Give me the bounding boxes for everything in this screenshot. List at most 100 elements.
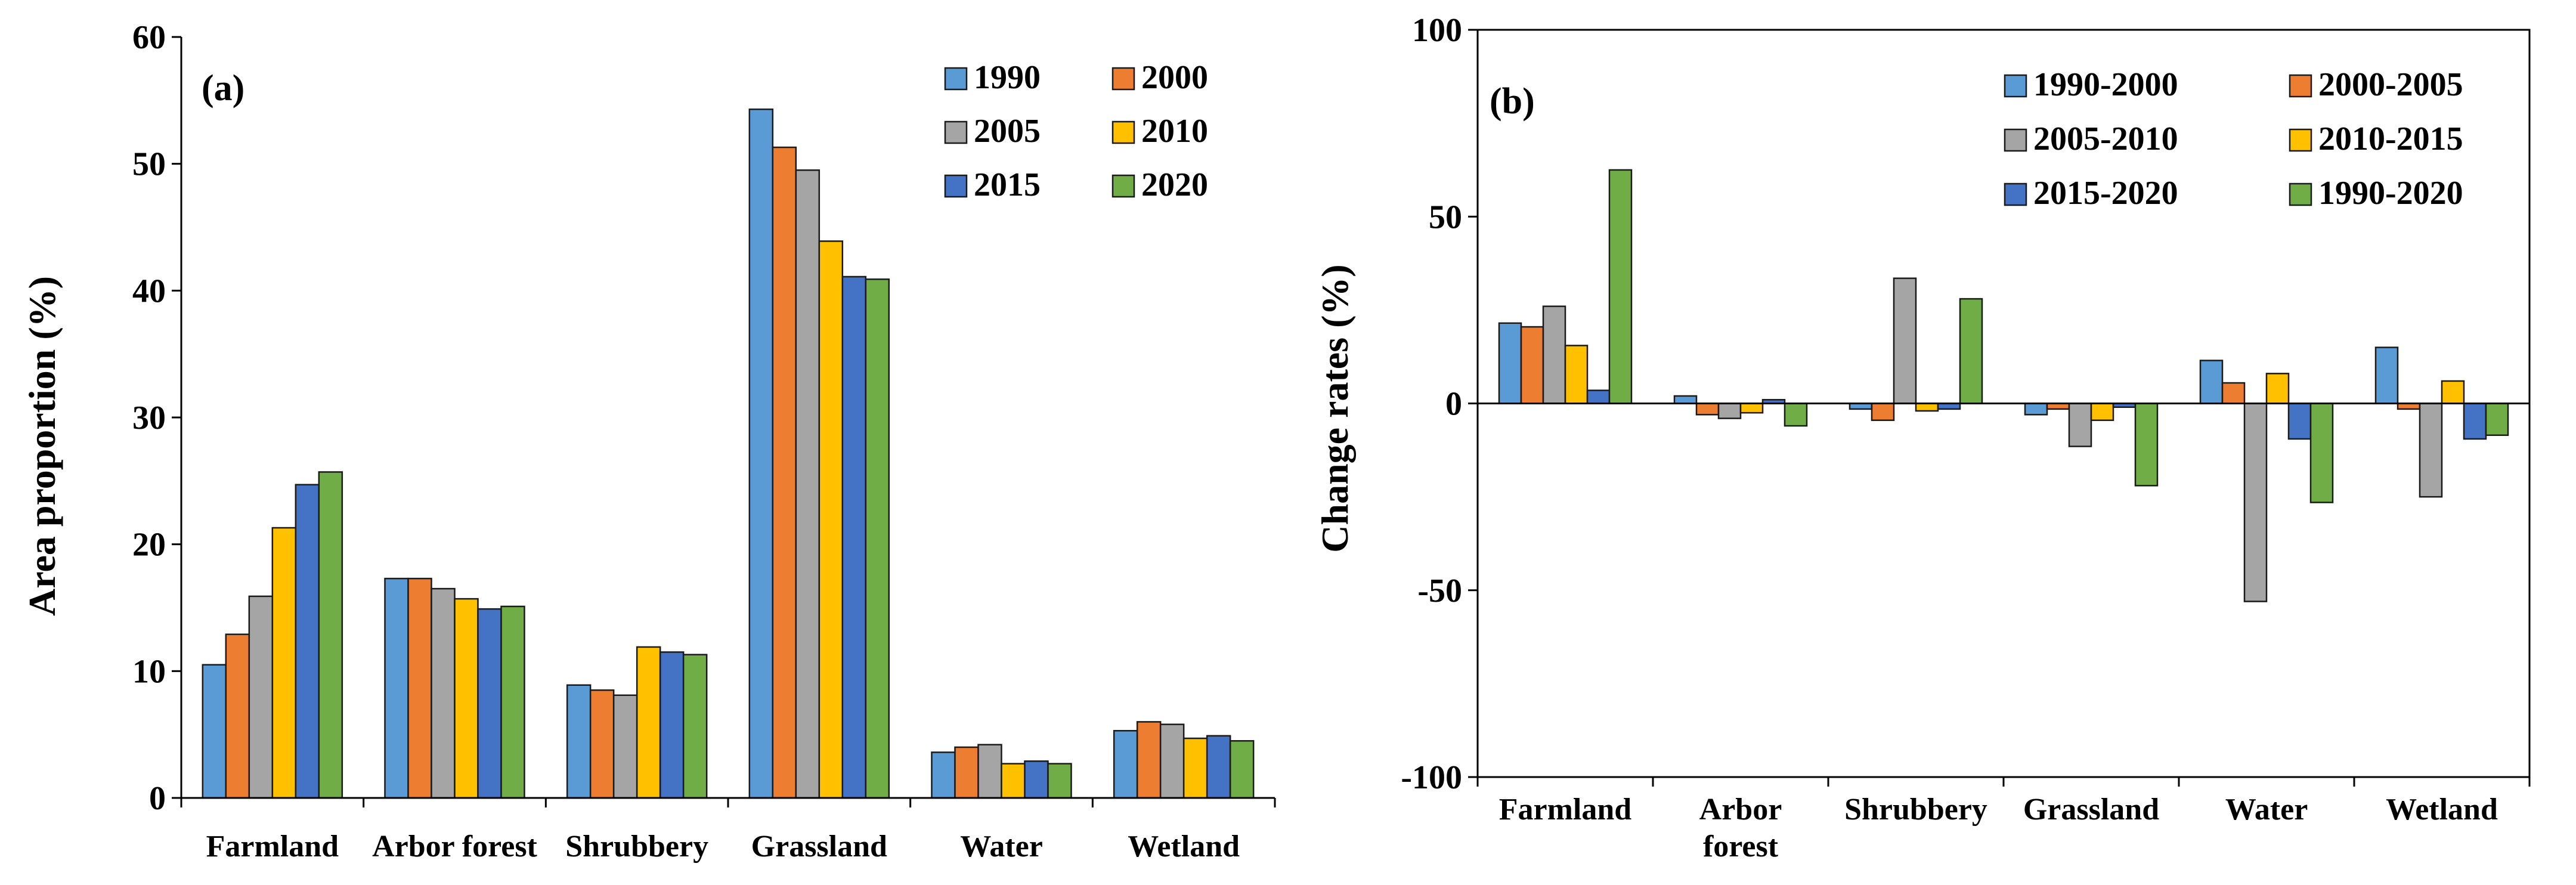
bar-2020-water — [1047, 763, 1072, 799]
bar-2020-arbor-forest — [500, 605, 525, 799]
panel-b-label: (b) — [1490, 81, 1535, 122]
bar-2000-2005-arbor-forest — [1695, 403, 1720, 416]
bar-2015-grassland — [841, 276, 867, 799]
bar-1990-2020-arbor-forest — [1784, 403, 1808, 427]
bar-2010-water — [1001, 763, 1026, 799]
bar-2000-2005-water — [2221, 382, 2246, 404]
bar-1990-2000-wetland — [2374, 346, 2399, 404]
bar-2000-farmland — [225, 633, 250, 799]
x-category-label: Arbor forest — [372, 830, 537, 864]
panel-b-y-ticks: -100 -50 0 50 100 — [1401, 12, 1478, 796]
bar-2015-farmland — [295, 484, 320, 799]
panel-a-legend: 1990 2000 2005 2010 2015 2020 — [944, 59, 1208, 203]
y-tick-label: 60 — [132, 19, 166, 56]
legend-swatch-2000-2005 — [2289, 74, 2312, 98]
bar-1990-wetland — [1113, 730, 1138, 799]
legend-label-2000-2005: 2000-2005 — [2318, 66, 2463, 103]
bar-2015-2020-farmland — [1586, 389, 1611, 404]
x-category-label: Farmland — [1499, 793, 1632, 827]
legend-swatch-2015 — [944, 174, 968, 198]
bar-1990-2000-water — [2199, 360, 2224, 404]
y-tick-label: 50 — [1429, 199, 1462, 236]
bar-2010-arbor-forest — [454, 598, 479, 799]
legend-label-2005-2010: 2005-2010 — [2033, 120, 2178, 157]
x-category-label: Grassland — [2023, 793, 2159, 827]
legend-label-2000: 2000 — [1141, 59, 1208, 96]
y-tick-label: -50 — [1417, 573, 1462, 609]
bar-2000-wetland — [1136, 721, 1162, 799]
panel-a-categories: Farmland Arbor forest Shrubbery Grassland Wa… — [206, 830, 1240, 864]
bar-2010-grassland — [818, 240, 844, 799]
x-category-label: Shrubbery — [1844, 793, 1987, 827]
x-category-label: Wetland — [1128, 830, 1240, 864]
bar-2005-grassland — [795, 169, 821, 799]
legend-label-1990-2020: 1990-2020 — [2318, 175, 2463, 212]
bar-2010-shrubbery — [636, 646, 661, 799]
panel-a-axes — [180, 37, 1276, 807]
bar-1990-grassland — [748, 108, 774, 799]
legend-label-2010: 2010 — [1141, 113, 1208, 150]
legend-label-2015-2020: 2015-2020 — [2033, 175, 2178, 212]
x-category-label: Arbor forest — [1699, 793, 1782, 864]
panel-b-bars — [1498, 169, 2509, 602]
x-category-label: Water — [2225, 793, 2308, 827]
legend-swatch-2015-2020 — [2004, 182, 2027, 206]
legend-swatch-2005 — [944, 120, 968, 144]
panel-a-label: (a) — [202, 68, 244, 109]
bar-2010-2015-grassland — [2090, 403, 2114, 421]
bar-2015-water — [1024, 760, 1049, 799]
y-tick-label: -100 — [1401, 759, 1462, 796]
bar-1990-2020-shrubbery — [1959, 298, 1983, 404]
y-tick-label: 10 — [132, 653, 166, 690]
legend-swatch-2000 — [1111, 67, 1135, 91]
legend-label-2020: 2020 — [1141, 166, 1208, 203]
legend-swatch-1990-2000 — [2004, 74, 2027, 98]
y-tick-label: 0 — [149, 780, 166, 817]
bar-2000-grassland — [772, 146, 797, 799]
bar-2020-shrubbery — [682, 654, 708, 799]
bar-2005-2010-water — [2243, 403, 2268, 602]
bar-1990-water — [931, 751, 956, 799]
bar-1990-arbor-forest — [384, 577, 409, 799]
bar-2015-2020-wetland — [2463, 403, 2487, 440]
bar-2005-shrubbery — [612, 694, 638, 799]
panel-a-y-axis-label: Area proportion (%) — [21, 276, 63, 616]
legend-swatch-1990 — [944, 67, 968, 91]
bar-2015-shrubbery — [659, 651, 685, 799]
y-tick-label: 40 — [132, 273, 166, 310]
panel-b-categories: Farmland Arbor forest Shrubbery Grassland Wat… — [1499, 793, 2498, 864]
legend-label-2015: 2015 — [974, 166, 1041, 203]
legend-label-2010-2015: 2010-2015 — [2318, 120, 2463, 157]
y-tick-label: 30 — [132, 400, 166, 437]
panel-b-y-axis-label: Change rates (%) — [1314, 264, 1356, 552]
bar-2005-arbor-forest — [431, 587, 456, 799]
bar-1990-2020-grassland — [2134, 403, 2159, 487]
panel-b: Change rates (%) (b) -100 -50 0 50 100 Farml… — [1314, 12, 2531, 864]
bar-2010-2015-wetland — [2441, 380, 2465, 404]
bar-2010-farmland — [271, 527, 297, 799]
bar-2020-farmland — [318, 471, 343, 799]
legend-swatch-2005-2010 — [2004, 128, 2027, 152]
x-category-label: Shrubbery — [565, 830, 708, 864]
bar-2005-wetland — [1159, 723, 1185, 799]
legend-swatch-2010-2015 — [2289, 128, 2312, 152]
bar-2015-arbor-forest — [477, 608, 502, 799]
bar-1990-farmland — [202, 664, 227, 799]
bar-1990-2000-farmland — [1498, 322, 1522, 404]
bar-1990-2020-wetland — [2485, 403, 2509, 437]
bar-2005-2010-wetland — [2419, 403, 2443, 498]
bar-2010-wetland — [1182, 737, 1208, 799]
panel-a-y-ticks: 0 10 20 30 40 50 60 — [132, 19, 181, 817]
y-tick-label: 50 — [132, 146, 166, 183]
panel-a: Area proportion (%) (a) 0 10 20 30 40 50 60 Fa… — [21, 19, 1276, 864]
bar-2005-2010-shrubbery — [1893, 277, 1917, 404]
y-tick-label: 100 — [1412, 12, 1462, 49]
bar-2005-2010-grassland — [2068, 403, 2092, 447]
legend-label-2005: 2005 — [974, 113, 1041, 150]
bar-2000-2005-shrubbery — [1871, 403, 1895, 421]
bar-1990-2000-grassland — [2024, 403, 2048, 416]
bar-2000-arbor-forest — [407, 577, 432, 799]
bar-2020-wetland — [1229, 740, 1255, 799]
bar-1990-2020-farmland — [1608, 169, 1633, 404]
